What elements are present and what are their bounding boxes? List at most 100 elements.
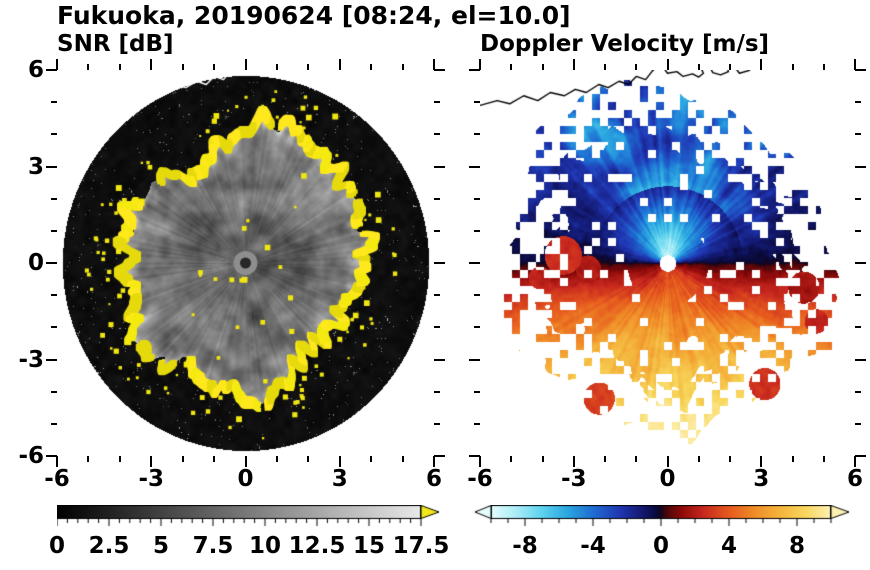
axis-tick: [46, 262, 57, 264]
axis-tick: [479, 456, 481, 467]
x-tick-label: 0: [237, 466, 254, 492]
axis-tick: [51, 229, 57, 232]
y-tick-label: 3: [27, 153, 44, 180]
panel-label-snr: SNR [dB]: [57, 31, 174, 57]
axis-tick: [855, 229, 861, 232]
axis-tick: [474, 390, 480, 393]
axis-tick: [697, 64, 700, 70]
axis-tick: [855, 165, 866, 168]
figure-title: Fukuoka, 20190624 [08:24, el=10.0]: [57, 1, 571, 30]
axis-tick: [666, 456, 669, 467]
axis-tick: [697, 456, 700, 462]
axis-tick: [46, 165, 57, 168]
axis-tick: [855, 69, 866, 71]
axis-tick: [855, 262, 866, 264]
axis-tick: [434, 326, 440, 329]
axis-tick: [434, 422, 440, 425]
axis-tick: [434, 229, 440, 232]
axis-tick: [760, 59, 763, 70]
colorbar-tick-label: 8: [788, 533, 806, 559]
axis-tick: [51, 101, 57, 104]
axis-tick: [791, 456, 794, 462]
axis-tick: [433, 59, 435, 70]
axis-tick: [510, 456, 513, 462]
axis-tick: [469, 455, 480, 457]
axis-tick: [855, 358, 866, 361]
axis-tick: [474, 229, 480, 232]
x-tick-label: 6: [846, 466, 864, 492]
axis-tick: [51, 390, 57, 393]
axis-tick: [855, 455, 866, 457]
axis-tick: [338, 59, 341, 70]
axis-tick: [434, 197, 440, 200]
axis-tick: [181, 64, 184, 70]
y-tick-label: -6: [18, 443, 44, 469]
x-tick-label: -6: [44, 466, 70, 492]
axis-tick: [666, 59, 669, 70]
axis-tick: [855, 326, 861, 329]
axis-tick: [275, 64, 278, 70]
axis-tick: [854, 456, 856, 467]
axis-tick: [118, 64, 121, 70]
axis-tick: [760, 456, 763, 467]
axis-tick: [635, 64, 638, 70]
axis-tick: [541, 64, 544, 70]
axis-tick: [474, 294, 480, 297]
axis-tick: [51, 294, 57, 297]
axis-tick: [150, 59, 153, 70]
x-tick-label: -3: [560, 466, 587, 492]
colorbar-tick-label: 5: [152, 533, 170, 559]
colorbar-tick-label: 15: [352, 533, 386, 559]
axis-tick: [56, 59, 58, 70]
axis-tick: [434, 262, 445, 264]
axis-tick: [401, 64, 404, 70]
axis-tick: [244, 59, 247, 70]
axis-tick: [474, 422, 480, 425]
axis-tick: [434, 165, 445, 168]
colorbar-tick-label: -8: [512, 533, 538, 559]
axis-tick: [51, 133, 57, 136]
axis-tick: [855, 133, 861, 136]
x-tick-label: 6: [425, 466, 443, 492]
axis-tick: [46, 358, 57, 361]
x-tick-label: -3: [138, 466, 165, 492]
axis-tick: [572, 59, 575, 70]
axis-tick: [541, 456, 544, 462]
axis-tick: [87, 64, 90, 70]
axis-tick: [510, 64, 513, 70]
axis-tick: [87, 456, 90, 462]
axis-tick: [370, 64, 373, 70]
axis-tick: [855, 390, 861, 393]
axis-tick: [635, 456, 638, 462]
colorbar-tick-label: 7.5: [192, 533, 234, 559]
axis-tick: [434, 133, 440, 136]
axis-tick: [307, 64, 310, 70]
y-tick-label: 6: [27, 57, 44, 83]
colorbar-tick-label: 0: [652, 533, 670, 559]
axis-tick: [401, 456, 404, 462]
axis-tick: [729, 64, 731, 70]
colorbar-tick-label: 2.5: [88, 533, 130, 559]
panel-label-velocity: Doppler Velocity [m/s]: [480, 31, 770, 57]
axis-tick: [51, 197, 57, 200]
axis-tick: [338, 456, 341, 467]
axis-tick: [51, 326, 57, 329]
axis-tick: [118, 456, 121, 462]
axis-tick: [469, 358, 480, 361]
axis-tick: [213, 64, 216, 70]
colorbar-tick-label: 10: [248, 533, 282, 559]
axis-tick: [51, 422, 57, 425]
x-tick-label: 3: [753, 466, 770, 492]
snr-colorbar: [57, 505, 440, 529]
doppler-ppi-plot: [480, 70, 855, 456]
axis-tick: [479, 59, 481, 70]
axis-tick: [434, 101, 440, 104]
colorbar-tick-label: 4: [720, 533, 738, 559]
axis-tick: [604, 456, 606, 462]
axis-tick: [434, 294, 440, 297]
colorbar-tick-label: -4: [580, 533, 606, 559]
axis-tick: [46, 455, 57, 457]
axis-tick: [150, 456, 153, 467]
x-tick-label: -6: [467, 466, 493, 492]
